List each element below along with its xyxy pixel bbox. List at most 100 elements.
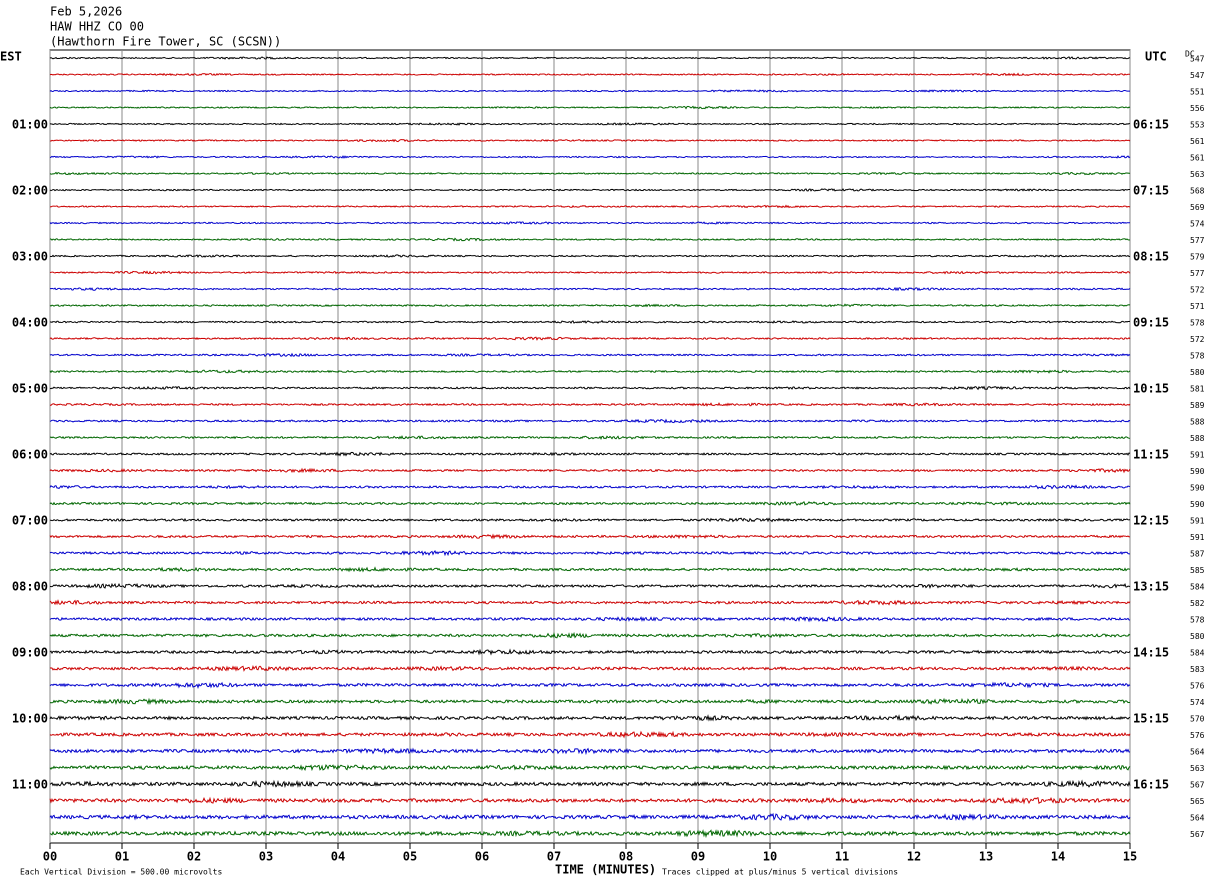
left-time: 11:00 [12,778,48,792]
dc-value: 591 [1190,517,1205,526]
dc-value: 572 [1190,335,1205,344]
dc-value: 587 [1190,550,1205,559]
dc-value: 585 [1190,566,1205,575]
left-zone: EST [0,50,22,64]
dc-value: 571 [1190,302,1205,311]
seismic-trace [49,89,1130,93]
dc-value: 578 [1190,319,1205,328]
left-time: 09:00 [12,646,48,660]
dc-value: 591 [1190,451,1205,460]
right-time: 08:15 [1133,250,1169,264]
left-time: 02:00 [12,184,48,198]
x-tick-label: 03 [259,850,273,864]
header-line: HAW HHZ CO 00 [50,20,144,34]
x-tick-label: 06 [475,850,489,864]
dc-value: 570 [1190,715,1205,724]
seismic-trace [49,665,1131,672]
seismic-trace [49,402,1131,407]
seismic-trace [49,764,1131,772]
right-time: 14:15 [1133,646,1169,660]
dc-value: 583 [1190,665,1205,674]
seismic-trace [49,122,1131,126]
left-time: 04:00 [12,316,48,330]
x-tick-label: 01 [115,850,129,864]
seismic-trace [49,631,1131,639]
seismic-trace [49,829,1131,839]
dc-value: 580 [1190,632,1205,641]
right-time: 11:15 [1133,448,1169,462]
seismic-trace [49,681,1131,689]
left-time: 06:00 [12,448,48,462]
x-tick-label: 09 [691,850,705,864]
seismic-trace [49,204,1131,209]
dc-value: 589 [1190,401,1205,410]
dc-value: 578 [1190,352,1205,361]
x-tick-label: 08 [619,850,633,864]
plot-frame [49,49,1131,844]
seismic-trace [49,336,1131,341]
dc-value: 567 [1190,830,1205,839]
dc-value: 564 [1190,814,1205,823]
seismic-trace [49,303,1131,308]
right-time: 06:15 [1133,118,1169,132]
dc-value: 574 [1190,698,1205,707]
dc-value: 581 [1190,385,1205,394]
seismic-trace [49,352,1131,358]
dc-value: 590 [1190,484,1205,493]
seismic-trace [49,697,1131,706]
left-time: 01:00 [12,118,48,132]
x-tick-label: 10 [763,850,777,864]
left-time: 07:00 [12,514,48,528]
dc-value: 577 [1190,269,1205,278]
x-tick-label: 12 [907,850,921,864]
seismic-trace [49,616,1131,623]
left-time: 05:00 [12,382,48,396]
x-tick-label: 05 [403,850,417,864]
dc-value: 588 [1190,434,1205,443]
dc-value: 584 [1190,583,1205,592]
dc-value: 591 [1190,533,1205,542]
seismic-trace [49,286,1131,292]
header-line: (Hawthorn Fire Tower, SC (SCSN)) [50,35,281,49]
seismic-trace [49,500,1131,506]
dc-value: 565 [1190,797,1205,806]
dc-value: 584 [1190,649,1205,658]
dc-value: 582 [1190,599,1205,608]
seismic-trace [49,451,1131,457]
dc-value: 569 [1190,203,1205,212]
dc-value: 572 [1190,286,1205,295]
dc-value: 576 [1190,731,1205,740]
dc-value: 563 [1190,170,1205,179]
seismic-trace [49,369,1131,374]
seismic-trace [49,188,1130,192]
seismic-trace [49,467,1131,474]
dc-value: 547 [1190,55,1205,64]
seismic-trace [49,796,1131,805]
seismic-trace [49,435,1131,441]
seismic-trace [49,730,1131,739]
x-tick-label: 04 [331,850,345,864]
right-time: 13:15 [1133,580,1169,594]
x-tick-label: 13 [979,850,993,864]
seismic-trace [49,270,1131,275]
left-time: 10:00 [12,712,48,726]
dc-label: DC [1185,50,1195,59]
seismic-trace [49,582,1131,589]
seismic-trace [49,566,1130,573]
dc-value: 563 [1190,764,1205,773]
seismic-trace [49,779,1131,789]
x-tick-label: 02 [187,850,201,864]
x-tick-label: 07 [547,850,561,864]
dc-value: 553 [1190,121,1205,130]
seismic-trace [49,648,1131,656]
x-tick-label: 00 [43,850,57,864]
seismic-trace [49,812,1131,822]
dc-value: 580 [1190,368,1205,377]
dc-value: 567 [1190,781,1205,790]
x-axis-label: TIME (MINUTES) [555,863,656,877]
seismic-trace [49,155,1131,159]
dc-value: 556 [1190,104,1205,113]
seismic-trace [49,385,1131,391]
left-time: 03:00 [12,250,48,264]
dc-value: 568 [1190,187,1205,196]
